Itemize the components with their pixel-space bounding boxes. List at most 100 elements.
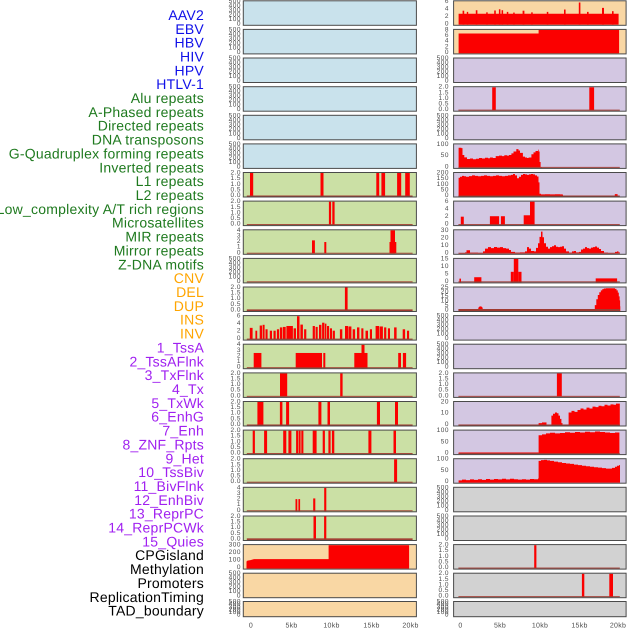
svg-text:100: 100 <box>229 73 241 80</box>
svg-text:200: 200 <box>229 269 241 276</box>
svg-text:EBV: EBV <box>175 21 204 37</box>
svg-text:10: 10 <box>441 263 449 270</box>
svg-text:100: 100 <box>437 427 449 434</box>
svg-text:15: 15 <box>441 255 449 262</box>
svg-text:0: 0 <box>445 335 449 342</box>
svg-text:Z-DNA motifs: Z-DNA motifs <box>118 256 204 272</box>
svg-text:100: 100 <box>437 456 449 463</box>
svg-text:0: 0 <box>445 478 449 485</box>
svg-text:50: 50 <box>441 467 449 474</box>
svg-text:400: 400 <box>229 575 241 582</box>
svg-text:6: 6 <box>445 32 449 39</box>
svg-text:300: 300 <box>229 579 241 586</box>
svg-text:0.5: 0.5 <box>438 101 449 108</box>
svg-text:100: 100 <box>437 359 449 366</box>
svg-text:0.5: 0.5 <box>230 415 241 422</box>
svg-text:500: 500 <box>229 570 241 577</box>
svg-text:200: 200 <box>229 584 241 591</box>
svg-text:DUP: DUP <box>174 298 204 314</box>
svg-text:DNA transposons: DNA transposons <box>92 132 204 148</box>
svg-text:500: 500 <box>229 26 241 33</box>
svg-text:0: 0 <box>445 507 449 514</box>
svg-text:100: 100 <box>229 130 241 137</box>
svg-text:500: 500 <box>437 341 449 348</box>
svg-text:0.0: 0.0 <box>230 307 241 314</box>
svg-text:100: 100 <box>437 181 449 188</box>
svg-text:200: 200 <box>437 126 449 133</box>
svg-text:0.0: 0.0 <box>230 478 241 485</box>
svg-text:1.0: 1.0 <box>230 209 241 216</box>
svg-text:0.5: 0.5 <box>230 473 241 480</box>
svg-text:4: 4 <box>237 227 241 234</box>
svg-text:0: 0 <box>445 163 449 170</box>
svg-text:1.5: 1.5 <box>230 404 241 411</box>
svg-text:100: 100 <box>229 609 241 616</box>
svg-text:0: 0 <box>237 335 241 342</box>
svg-text:1.0: 1.0 <box>438 581 449 588</box>
svg-text:0: 0 <box>249 622 253 629</box>
svg-text:0.0: 0.0 <box>438 392 449 399</box>
svg-text:500: 500 <box>229 141 241 148</box>
svg-text:400: 400 <box>229 31 241 38</box>
svg-text:500: 500 <box>229 599 241 606</box>
svg-text:2: 2 <box>237 328 241 335</box>
svg-text:300: 300 <box>229 35 241 42</box>
svg-text:0.5: 0.5 <box>230 215 241 222</box>
svg-text:100: 100 <box>229 159 241 166</box>
svg-text:100: 100 <box>437 502 449 509</box>
svg-text:100: 100 <box>437 130 449 137</box>
svg-text:500: 500 <box>229 0 241 5</box>
svg-text:400: 400 <box>229 60 241 67</box>
svg-text:50: 50 <box>441 152 449 159</box>
svg-text:2: 2 <box>445 43 449 50</box>
svg-text:200: 200 <box>229 154 241 161</box>
svg-text:0: 0 <box>237 593 241 600</box>
svg-text:6_EnhG: 6_EnhG <box>151 409 204 425</box>
svg-text:0: 0 <box>237 163 241 170</box>
svg-text:HBV: HBV <box>175 35 205 51</box>
svg-text:2.0: 2.0 <box>230 513 241 520</box>
svg-text:4: 4 <box>445 5 449 12</box>
svg-text:30: 30 <box>441 227 449 234</box>
svg-text:100: 100 <box>229 273 241 280</box>
svg-text:Microsatellites: Microsatellites <box>112 215 204 231</box>
svg-text:1.5: 1.5 <box>230 290 241 297</box>
svg-text:MIR repeats: MIR repeats <box>125 229 204 245</box>
svg-text:400: 400 <box>229 260 241 267</box>
svg-text:400: 400 <box>229 117 241 124</box>
svg-text:4: 4 <box>445 206 449 213</box>
svg-text:15kb: 15kb <box>571 621 587 629</box>
svg-text:400: 400 <box>437 317 449 324</box>
svg-text:0: 0 <box>445 612 449 619</box>
svg-text:20: 20 <box>441 399 449 406</box>
svg-text:400: 400 <box>437 346 449 353</box>
svg-text:200: 200 <box>437 606 449 613</box>
svg-text:CPGisland: CPGisland <box>135 547 204 563</box>
svg-text:400: 400 <box>229 145 241 152</box>
svg-text:0: 0 <box>445 307 449 314</box>
svg-text:200: 200 <box>229 126 241 133</box>
svg-text:3: 3 <box>237 347 241 354</box>
svg-text:300: 300 <box>437 522 449 529</box>
svg-text:0: 0 <box>458 622 462 629</box>
svg-text:HTLV-1: HTLV-1 <box>156 76 204 92</box>
svg-text:50: 50 <box>441 438 449 445</box>
svg-text:2: 2 <box>445 213 449 220</box>
svg-text:200: 200 <box>437 527 449 534</box>
svg-text:100: 100 <box>229 588 241 595</box>
svg-text:0: 0 <box>445 78 449 85</box>
svg-text:0.5: 0.5 <box>230 530 241 537</box>
svg-text:200: 200 <box>437 498 449 505</box>
svg-text:10: 10 <box>441 242 449 249</box>
svg-text:1.5: 1.5 <box>438 89 449 96</box>
svg-text:10kb: 10kb <box>532 621 548 629</box>
svg-text:300: 300 <box>229 7 241 14</box>
svg-text:500: 500 <box>229 84 241 91</box>
svg-text:1.5: 1.5 <box>438 576 449 583</box>
svg-text:100: 100 <box>437 531 449 538</box>
svg-text:0: 0 <box>445 421 449 428</box>
svg-text:500: 500 <box>437 513 449 520</box>
svg-text:1.0: 1.0 <box>438 95 449 102</box>
svg-text:0.0: 0.0 <box>230 192 241 199</box>
svg-text:100: 100 <box>437 141 449 148</box>
